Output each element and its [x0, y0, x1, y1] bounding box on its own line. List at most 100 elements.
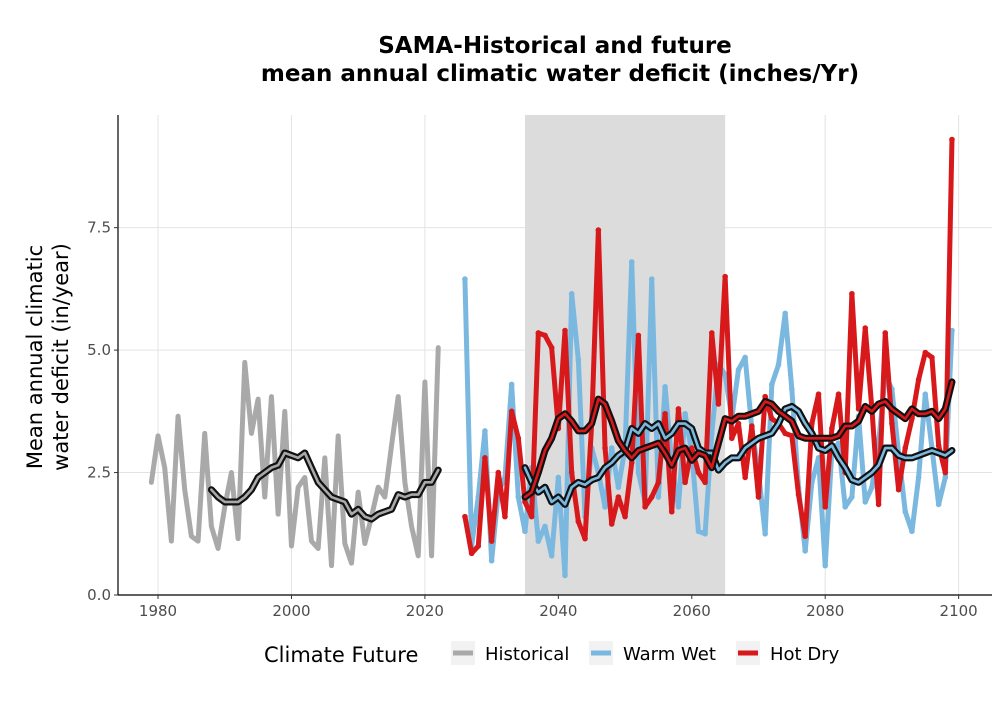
point-hot-dry-2030 [488, 538, 495, 544]
point-warm-wet-2077 [802, 548, 808, 554]
point-hot-dry-2048 [608, 521, 615, 527]
point-hot-dry-2099 [949, 136, 955, 143]
point-hot-dry-2061 [695, 469, 702, 476]
point-warm-wet-2059 [682, 410, 688, 417]
point-warm-wet-2041 [562, 572, 568, 579]
point-warm-wet-2051 [628, 259, 635, 265]
point-hot-dry-2034 [515, 435, 522, 442]
y-axis-title-line-1: Mean annual climatic [23, 245, 47, 469]
point-hot-dry-2095 [922, 349, 929, 356]
point-hot-dry-2032 [502, 513, 508, 520]
point-warm-wet-2039 [548, 553, 555, 559]
point-warm-wet-2047 [602, 504, 608, 510]
point-warm-wet-2034 [515, 494, 522, 500]
point-warm-wet-2040 [555, 474, 562, 481]
point-hot-dry-2088 [875, 501, 882, 508]
x-tick-label-2: 2020 [406, 602, 444, 620]
point-hot-dry-2054 [648, 494, 655, 500]
point-warm-wet-2030 [488, 557, 495, 564]
point-hot-dry-2091 [895, 486, 902, 493]
point-hot-dry-2068 [742, 474, 748, 481]
point-warm-wet-2095 [922, 391, 929, 397]
point-warm-wet-2084 [849, 494, 855, 500]
plot-area: 1980 2000 2020 2040 2060 2080 2100 0.0 2.5 5.0 7.5 [87, 115, 992, 620]
point-warm-wet-2072 [769, 381, 775, 388]
point-warm-wet-2035 [522, 528, 528, 535]
point-hot-dry-2090 [889, 420, 895, 427]
legend-title: Climate Future [264, 643, 418, 667]
point-hot-dry-2033 [508, 408, 515, 415]
point-warm-wet-2083 [842, 504, 849, 510]
point-hot-dry-2031 [495, 469, 502, 476]
x-tick-label-3: 2040 [539, 602, 577, 620]
point-hot-dry-2075 [789, 433, 795, 439]
point-hot-dry-2082 [835, 391, 842, 397]
point-warm-wet-2058 [675, 504, 682, 510]
point-hot-dry-2081 [829, 425, 835, 432]
y-tick-label-1: 2.5 [87, 464, 111, 482]
x-tick-label-4: 2060 [673, 602, 711, 620]
point-hot-dry-2044 [582, 535, 588, 542]
point-hot-dry-2027 [468, 550, 475, 557]
point-hot-dry-2063 [708, 330, 715, 336]
point-hot-dry-2057 [668, 508, 675, 515]
point-hot-dry-2055 [655, 479, 662, 486]
point-hot-dry-2060 [688, 445, 695, 451]
point-hot-dry-2028 [475, 543, 482, 549]
point-hot-dry-2070 [755, 494, 762, 500]
series-line-historical [148, 345, 441, 569]
point-hot-dry-2089 [882, 330, 889, 336]
point-warm-wet-2037 [535, 538, 542, 544]
series-points-hot-dry [462, 136, 955, 557]
point-hot-dry-2047 [602, 445, 608, 451]
point-warm-wet-2042 [568, 290, 575, 297]
point-hot-dry-2092 [902, 445, 909, 451]
point-warm-wet-2082 [835, 440, 842, 446]
point-warm-wet-2048 [608, 445, 615, 451]
chart-title-line-1: SAMA-Historical and future [378, 33, 732, 59]
point-hot-dry-2049 [615, 494, 622, 500]
point-warm-wet-2061 [695, 528, 702, 535]
point-hot-dry-2058 [675, 406, 682, 412]
point-warm-wet-2073 [775, 361, 782, 368]
point-hot-dry-2079 [815, 391, 822, 397]
point-hot-dry-2098 [942, 469, 949, 476]
point-hot-dry-2066 [729, 435, 735, 442]
point-warm-wet-2063 [708, 430, 715, 437]
point-hot-dry-2097 [935, 442, 942, 449]
y-tick-label-2: 5.0 [87, 341, 111, 359]
point-hot-dry-2029 [482, 455, 488, 461]
point-hot-dry-2067 [735, 420, 742, 427]
legend-label-hot-dry: Hot Dry [770, 644, 840, 665]
y-tick-label-3: 7.5 [87, 219, 111, 237]
point-warm-wet-2054 [648, 276, 655, 282]
point-hot-dry-2038 [542, 332, 548, 339]
series-line-warm-wet-moving-average [523, 405, 954, 506]
point-hot-dry-2071 [762, 393, 768, 400]
point-warm-wet-2052 [635, 469, 642, 476]
point-hot-dry-2042 [568, 469, 575, 476]
point-hot-dry-2035 [522, 499, 528, 505]
x-tick-label-0: 1980 [139, 602, 177, 620]
point-warm-wet-2067 [735, 366, 742, 373]
point-hot-dry-2053 [642, 504, 648, 510]
point-warm-wet-2062 [702, 530, 708, 537]
legend-label-historical: Historical [485, 644, 569, 665]
point-warm-wet-2026 [462, 276, 468, 282]
point-hot-dry-2080 [822, 504, 829, 510]
point-warm-wet-2068 [742, 354, 748, 361]
point-warm-wet-2080 [822, 562, 829, 569]
point-warm-wet-2029 [482, 428, 488, 434]
point-hot-dry-2062 [702, 479, 708, 486]
point-warm-wet-2055 [655, 494, 662, 500]
point-warm-wet-2065 [722, 371, 728, 378]
point-warm-wet-2071 [762, 530, 768, 537]
point-hot-dry-2052 [635, 332, 642, 339]
point-warm-wet-2074 [782, 310, 788, 317]
series-line-historical-moving-average [210, 451, 440, 521]
point-warm-wet-2093 [909, 528, 915, 535]
point-hot-dry-2043 [575, 518, 582, 525]
point-hot-dry-2039 [548, 344, 555, 351]
